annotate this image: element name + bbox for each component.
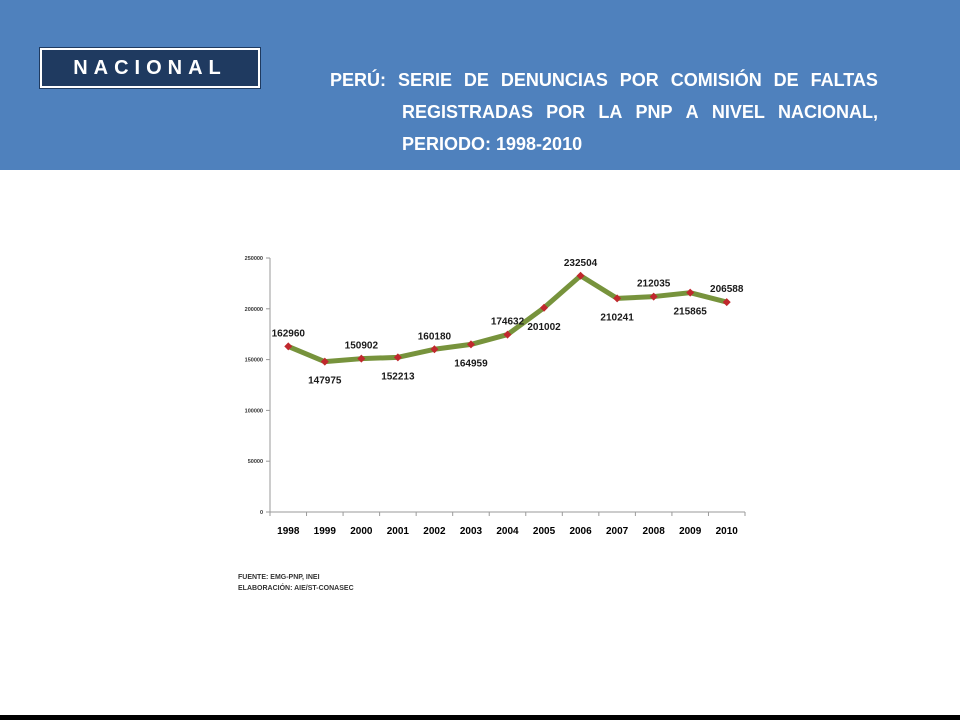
x-tick-label: 2008 (643, 526, 666, 537)
y-tick-label: 0 (260, 510, 263, 516)
data-label: 162960 (272, 328, 306, 339)
data-point (466, 340, 475, 349)
section-badge: NACIONAL (39, 47, 261, 89)
data-label: 201002 (527, 322, 561, 333)
x-tick-label: 2001 (387, 526, 410, 537)
title_line1-word: DENUNCIAS (500, 70, 608, 90)
data-point (430, 345, 439, 354)
y-tick-label: 150000 (245, 358, 263, 364)
source-note: FUENTE: EMG-PNP, INEI ELABORACIÓN: AIE/S… (238, 572, 354, 594)
x-tick-label: 2009 (679, 526, 702, 537)
y-tick-label: 50000 (248, 459, 263, 465)
title_line2-word: NIVEL (711, 102, 765, 122)
title_line1-word: DE (463, 70, 489, 90)
data-label: 210241 (600, 312, 634, 323)
data-point (393, 353, 402, 362)
title_line2-word: POR (546, 102, 586, 122)
data-label: 212035 (637, 279, 671, 290)
title_line1-word: COMISIÓN (670, 70, 762, 90)
x-tick-label: 1998 (277, 526, 300, 537)
title_line1-word: PERÚ: (330, 70, 387, 90)
data-point (686, 288, 695, 297)
x-tick-label: 2006 (569, 526, 592, 537)
x-tick-label: 2003 (460, 526, 483, 537)
data-point (540, 303, 549, 312)
x-tick-label: 2002 (423, 526, 446, 537)
data-point (649, 292, 658, 301)
title_line2-word: LA (598, 102, 623, 122)
title_line2-word: A (685, 102, 699, 122)
data-label: 160180 (418, 331, 452, 342)
source-line: FUENTE: EMG-PNP, INEI (238, 574, 320, 581)
bottom-rule (0, 715, 960, 720)
x-tick-label: 2007 (606, 526, 629, 537)
y-tick-label: 250000 (245, 256, 263, 262)
title_line1-word: POR (619, 70, 659, 90)
title_line2-word: REGISTRADAS (402, 102, 534, 122)
data-label: 174632 (491, 317, 525, 328)
data-label: 215865 (674, 307, 708, 318)
data-label: 150902 (345, 341, 379, 352)
data-point (613, 294, 622, 303)
title-line-1: PERÚ: SERIE DE DENUNCIAS POR COMISIÓN DE FALTAS (330, 64, 878, 96)
y-tick-label: 200000 (245, 307, 263, 313)
x-tick-label: 1999 (314, 526, 337, 537)
title-line-2: REGISTRADAS POR LA PNP A NIVEL NACIONAL, (330, 96, 878, 128)
data-point (576, 271, 585, 280)
elaboration-line: ELABORACIÓN: AIE/ST-CONASEC (238, 585, 354, 592)
x-tick-label: 2010 (716, 526, 739, 537)
data-point (503, 330, 512, 339)
data-point (722, 298, 731, 307)
title-line-3: PERIODO: 1998-2010 (402, 134, 583, 154)
data-point (284, 342, 293, 351)
x-tick-label: 2005 (533, 526, 556, 537)
page-title: PERÚ: SERIE DE DENUNCIAS POR COMISIÓN DE FALTAS… (330, 64, 890, 160)
data-label: 206588 (710, 284, 744, 295)
title_line1-word: DE (773, 70, 799, 90)
data-point (320, 357, 329, 366)
title_line1-word: SERIE (397, 70, 452, 90)
title_line2-word: NACIONAL, (778, 102, 878, 122)
line-chart: 0 50000 100000 150000 200000 250000 1998 1999 20… (245, 256, 746, 537)
data-label: 164959 (454, 358, 488, 369)
y-tick-label: 100000 (245, 408, 263, 414)
x-tick-label: 2004 (496, 526, 519, 537)
x-tick-label: 2000 (350, 526, 373, 537)
title_line2-word: PNP (635, 102, 673, 122)
header-banner: NACIONAL PERÚ: SERIE DE DENUNCIAS POR COMISIÓ… (0, 0, 960, 170)
data-label: 152213 (381, 371, 415, 382)
data-label: 147975 (308, 376, 342, 387)
data-point (357, 354, 366, 363)
title_line1-word: FALTAS (810, 70, 878, 90)
data-label: 232504 (564, 258, 598, 269)
